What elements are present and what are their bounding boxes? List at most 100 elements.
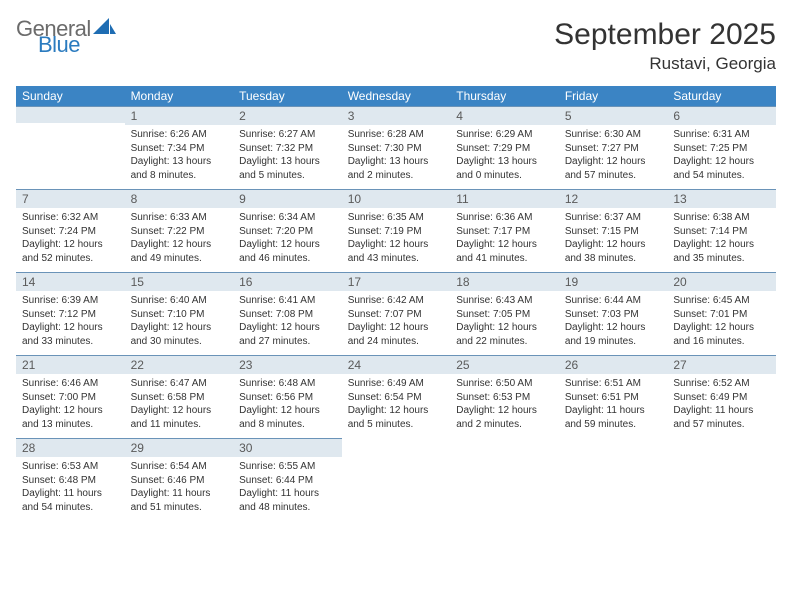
- weekday-header: Monday: [125, 86, 234, 106]
- calendar-cell: 20Sunrise: 6:45 AMSunset: 7:01 PMDayligh…: [667, 272, 776, 355]
- calendar-cell: [342, 438, 451, 521]
- day-number: 6: [667, 106, 776, 125]
- day-number: 14: [16, 272, 125, 291]
- calendar-cell: 23Sunrise: 6:48 AMSunset: 6:56 PMDayligh…: [233, 355, 342, 438]
- weekday-header: Sunday: [16, 86, 125, 106]
- day-number: 18: [450, 272, 559, 291]
- day-number: 25: [450, 355, 559, 374]
- day-data: Sunrise: 6:54 AMSunset: 6:46 PMDaylight:…: [125, 457, 234, 514]
- day-number: 15: [125, 272, 234, 291]
- day-number: 24: [342, 355, 451, 374]
- calendar-cell: 9Sunrise: 6:34 AMSunset: 7:20 PMDaylight…: [233, 189, 342, 272]
- day-number: 19: [559, 272, 668, 291]
- day-data: Sunrise: 6:53 AMSunset: 6:48 PMDaylight:…: [16, 457, 125, 514]
- day-data: Sunrise: 6:26 AMSunset: 7:34 PMDaylight:…: [125, 125, 234, 182]
- day-number: 7: [16, 189, 125, 208]
- day-data: Sunrise: 6:48 AMSunset: 6:56 PMDaylight:…: [233, 374, 342, 431]
- day-number: 12: [559, 189, 668, 208]
- day-number: 28: [16, 438, 125, 457]
- calendar-table: SundayMondayTuesdayWednesdayThursdayFrid…: [16, 86, 776, 521]
- calendar-cell: 2Sunrise: 6:27 AMSunset: 7:32 PMDaylight…: [233, 106, 342, 189]
- calendar-cell: [559, 438, 668, 521]
- day-number: 21: [16, 355, 125, 374]
- day-data: Sunrise: 6:30 AMSunset: 7:27 PMDaylight:…: [559, 125, 668, 182]
- calendar-cell: 24Sunrise: 6:49 AMSunset: 6:54 PMDayligh…: [342, 355, 451, 438]
- day-data: Sunrise: 6:44 AMSunset: 7:03 PMDaylight:…: [559, 291, 668, 348]
- day-number: 30: [233, 438, 342, 457]
- day-number: 17: [342, 272, 451, 291]
- day-data: Sunrise: 6:52 AMSunset: 6:49 PMDaylight:…: [667, 374, 776, 431]
- day-number: 23: [233, 355, 342, 374]
- day-data: Sunrise: 6:37 AMSunset: 7:15 PMDaylight:…: [559, 208, 668, 265]
- calendar-cell: 10Sunrise: 6:35 AMSunset: 7:19 PMDayligh…: [342, 189, 451, 272]
- calendar-cell: 27Sunrise: 6:52 AMSunset: 6:49 PMDayligh…: [667, 355, 776, 438]
- calendar-row: 7Sunrise: 6:32 AMSunset: 7:24 PMDaylight…: [16, 189, 776, 272]
- day-number: 5: [559, 106, 668, 125]
- day-number: 9: [233, 189, 342, 208]
- day-number: 11: [450, 189, 559, 208]
- calendar-cell: 7Sunrise: 6:32 AMSunset: 7:24 PMDaylight…: [16, 189, 125, 272]
- day-data: Sunrise: 6:41 AMSunset: 7:08 PMDaylight:…: [233, 291, 342, 348]
- calendar-row: 28Sunrise: 6:53 AMSunset: 6:48 PMDayligh…: [16, 438, 776, 521]
- day-number: 8: [125, 189, 234, 208]
- day-number: 4: [450, 106, 559, 125]
- calendar-cell: 30Sunrise: 6:55 AMSunset: 6:44 PMDayligh…: [233, 438, 342, 521]
- day-data: Sunrise: 6:28 AMSunset: 7:30 PMDaylight:…: [342, 125, 451, 182]
- day-data: Sunrise: 6:43 AMSunset: 7:05 PMDaylight:…: [450, 291, 559, 348]
- calendar-cell: 19Sunrise: 6:44 AMSunset: 7:03 PMDayligh…: [559, 272, 668, 355]
- calendar-row: 14Sunrise: 6:39 AMSunset: 7:12 PMDayligh…: [16, 272, 776, 355]
- calendar-cell: 14Sunrise: 6:39 AMSunset: 7:12 PMDayligh…: [16, 272, 125, 355]
- calendar-cell: 25Sunrise: 6:50 AMSunset: 6:53 PMDayligh…: [450, 355, 559, 438]
- calendar-body: 1Sunrise: 6:26 AMSunset: 7:34 PMDaylight…: [16, 106, 776, 521]
- day-number: 27: [667, 355, 776, 374]
- calendar-cell: 18Sunrise: 6:43 AMSunset: 7:05 PMDayligh…: [450, 272, 559, 355]
- day-number: 13: [667, 189, 776, 208]
- day-number: 20: [667, 272, 776, 291]
- day-data: Sunrise: 6:47 AMSunset: 6:58 PMDaylight:…: [125, 374, 234, 431]
- day-number: 10: [342, 189, 451, 208]
- weekday-header: Wednesday: [342, 86, 451, 106]
- calendar-cell: 8Sunrise: 6:33 AMSunset: 7:22 PMDaylight…: [125, 189, 234, 272]
- logo-word2: Blue: [38, 34, 117, 56]
- day-data: Sunrise: 6:34 AMSunset: 7:20 PMDaylight:…: [233, 208, 342, 265]
- calendar-cell: 6Sunrise: 6:31 AMSunset: 7:25 PMDaylight…: [667, 106, 776, 189]
- calendar-cell: [450, 438, 559, 521]
- weekday-header: Saturday: [667, 86, 776, 106]
- empty-day-bar: [16, 106, 125, 123]
- day-data: Sunrise: 6:55 AMSunset: 6:44 PMDaylight:…: [233, 457, 342, 514]
- calendar-cell: 11Sunrise: 6:36 AMSunset: 7:17 PMDayligh…: [450, 189, 559, 272]
- day-data: Sunrise: 6:40 AMSunset: 7:10 PMDaylight:…: [125, 291, 234, 348]
- day-number: 3: [342, 106, 451, 125]
- header: General Blue September 2025 Rustavi, Geo…: [16, 18, 776, 74]
- day-data: Sunrise: 6:49 AMSunset: 6:54 PMDaylight:…: [342, 374, 451, 431]
- calendar-cell: 3Sunrise: 6:28 AMSunset: 7:30 PMDaylight…: [342, 106, 451, 189]
- calendar-cell: 17Sunrise: 6:42 AMSunset: 7:07 PMDayligh…: [342, 272, 451, 355]
- day-number: 2: [233, 106, 342, 125]
- calendar-cell: 16Sunrise: 6:41 AMSunset: 7:08 PMDayligh…: [233, 272, 342, 355]
- calendar-cell: [16, 106, 125, 189]
- logo: General Blue: [16, 18, 117, 56]
- day-data: Sunrise: 6:42 AMSunset: 7:07 PMDaylight:…: [342, 291, 451, 348]
- calendar-cell: 1Sunrise: 6:26 AMSunset: 7:34 PMDaylight…: [125, 106, 234, 189]
- calendar-cell: 13Sunrise: 6:38 AMSunset: 7:14 PMDayligh…: [667, 189, 776, 272]
- location: Rustavi, Georgia: [554, 54, 776, 74]
- day-number: 26: [559, 355, 668, 374]
- weekday-header-row: SundayMondayTuesdayWednesdayThursdayFrid…: [16, 86, 776, 106]
- day-data: Sunrise: 6:38 AMSunset: 7:14 PMDaylight:…: [667, 208, 776, 265]
- calendar-cell: 5Sunrise: 6:30 AMSunset: 7:27 PMDaylight…: [559, 106, 668, 189]
- day-data: Sunrise: 6:50 AMSunset: 6:53 PMDaylight:…: [450, 374, 559, 431]
- day-data: Sunrise: 6:27 AMSunset: 7:32 PMDaylight:…: [233, 125, 342, 182]
- calendar-cell: 15Sunrise: 6:40 AMSunset: 7:10 PMDayligh…: [125, 272, 234, 355]
- day-data: Sunrise: 6:36 AMSunset: 7:17 PMDaylight:…: [450, 208, 559, 265]
- day-data: Sunrise: 6:46 AMSunset: 7:00 PMDaylight:…: [16, 374, 125, 431]
- calendar-cell: 12Sunrise: 6:37 AMSunset: 7:15 PMDayligh…: [559, 189, 668, 272]
- day-data: Sunrise: 6:39 AMSunset: 7:12 PMDaylight:…: [16, 291, 125, 348]
- calendar-cell: 29Sunrise: 6:54 AMSunset: 6:46 PMDayligh…: [125, 438, 234, 521]
- day-data: Sunrise: 6:33 AMSunset: 7:22 PMDaylight:…: [125, 208, 234, 265]
- calendar-cell: 21Sunrise: 6:46 AMSunset: 7:00 PMDayligh…: [16, 355, 125, 438]
- day-data: Sunrise: 6:45 AMSunset: 7:01 PMDaylight:…: [667, 291, 776, 348]
- day-number: 16: [233, 272, 342, 291]
- day-data: Sunrise: 6:31 AMSunset: 7:25 PMDaylight:…: [667, 125, 776, 182]
- day-number: 1: [125, 106, 234, 125]
- day-data: Sunrise: 6:32 AMSunset: 7:24 PMDaylight:…: [16, 208, 125, 265]
